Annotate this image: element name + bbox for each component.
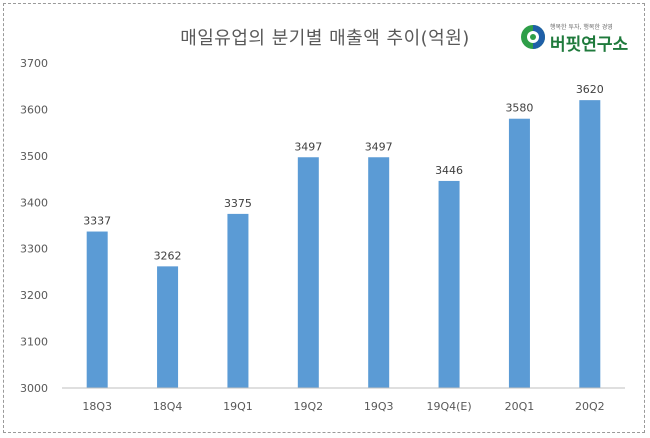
- y-tick-label: 3300: [20, 243, 48, 256]
- bar-18q3: [86, 231, 108, 388]
- x-tick-label: 19Q4(E): [426, 400, 471, 413]
- x-tick-label: 19Q2: [293, 400, 323, 413]
- chart-title: 매일유업의 분기별 매출액 추이(억원): [180, 28, 470, 49]
- y-tick-label: 3400: [20, 196, 48, 209]
- data-label: 3497: [365, 140, 393, 153]
- data-label: 3446: [435, 164, 463, 177]
- x-tick-label: 18Q3: [82, 400, 112, 413]
- y-axis: 3000 3100 3200 3300 3400 3500 3600 3700: [20, 57, 48, 395]
- data-label: 3262: [154, 249, 182, 262]
- logo: 행복한 투자, 행복한 경영 버핏연구소: [520, 20, 630, 55]
- y-tick-label: 3600: [20, 103, 48, 116]
- x-tick-label: 18Q4: [153, 400, 183, 413]
- data-label: 3580: [505, 102, 533, 115]
- y-tick-label: 3200: [20, 289, 48, 302]
- y-tick-label: 3700: [20, 57, 48, 70]
- bar-20q2: [579, 100, 601, 389]
- logo-wordmark: 버핏연구소: [550, 35, 629, 55]
- x-tick-label: 19Q3: [364, 400, 394, 413]
- x-axis: 18Q3 18Q4 19Q1 19Q2 19Q3 19Q4(E) 20Q1 20Q2: [62, 387, 625, 413]
- bar-19q2: [297, 157, 319, 388]
- y-tick-label: 3000: [20, 382, 48, 395]
- bar-20q1: [508, 118, 530, 388]
- bar-19q4e: [438, 180, 460, 388]
- data-label: 3375: [224, 197, 252, 210]
- chart-frame: [3, 3, 645, 433]
- bar-series: 3337 3262 3375 3497 3497 3446 3580 3620: [83, 83, 604, 389]
- logo-tagline: 행복한 투자, 행복한 경영: [550, 24, 613, 31]
- y-tick-label: 3100: [20, 336, 48, 349]
- data-label: 3620: [576, 83, 604, 96]
- bar-18q4: [157, 266, 179, 388]
- x-tick-label: 19Q1: [223, 400, 253, 413]
- data-label: 3497: [294, 140, 322, 153]
- y-tick-label: 3500: [20, 150, 48, 163]
- bar-19q1: [227, 213, 249, 388]
- x-tick-label: 20Q1: [505, 400, 535, 413]
- x-tick-label: 20Q2: [575, 400, 605, 413]
- logo-icon: [521, 25, 545, 49]
- data-label: 3337: [83, 215, 111, 228]
- bar-19q3: [368, 157, 390, 388]
